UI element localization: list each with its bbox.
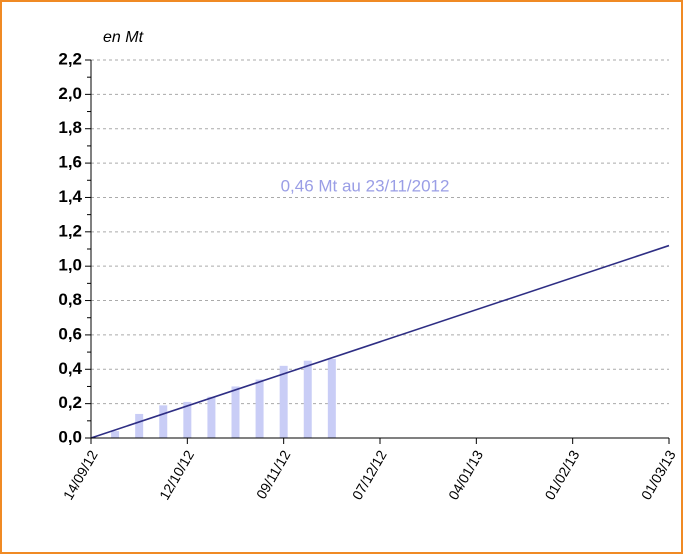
bar bbox=[327, 358, 336, 438]
bar bbox=[111, 431, 120, 438]
bar bbox=[135, 413, 144, 438]
y-tick-label: 0,0 bbox=[58, 427, 82, 446]
bar bbox=[231, 386, 240, 438]
y-tick-label: 0,8 bbox=[58, 290, 82, 309]
y-tick-label: 1,8 bbox=[58, 118, 82, 137]
bar bbox=[183, 401, 192, 438]
y-tick-label: 1,4 bbox=[58, 187, 82, 206]
bar bbox=[207, 396, 216, 438]
y-tick-label: 1,2 bbox=[58, 221, 82, 240]
y-unit-label: en Mt bbox=[103, 29, 144, 46]
y-tick-label: 0,4 bbox=[58, 359, 82, 378]
bar bbox=[279, 365, 288, 438]
annotation: 0,46 Mt au 23/11/2012 bbox=[281, 176, 450, 195]
y-tick-label: 0,2 bbox=[58, 393, 82, 412]
y-tick-label: 2,0 bbox=[58, 84, 82, 103]
y-tick-label: 0,6 bbox=[58, 324, 82, 343]
y-tick-label: 2,2 bbox=[58, 49, 82, 68]
y-tick-label: 1,6 bbox=[58, 153, 82, 172]
bar bbox=[159, 405, 168, 438]
y-tick-label: 1,0 bbox=[58, 256, 82, 275]
bar bbox=[255, 379, 264, 438]
line bbox=[90, 244, 670, 439]
bar bbox=[303, 360, 312, 438]
